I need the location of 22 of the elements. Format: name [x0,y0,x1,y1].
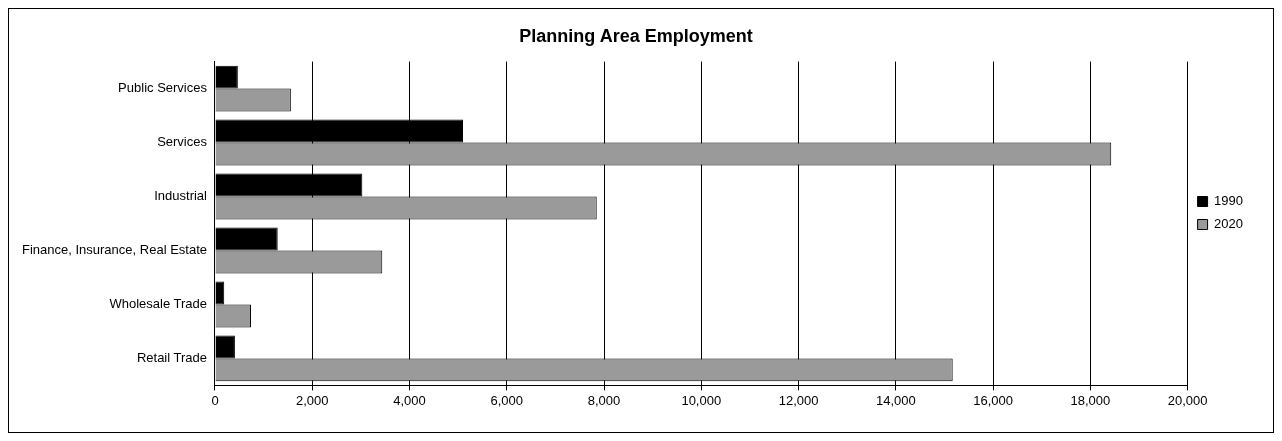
chart-title: Planning Area Employment [519,25,753,46]
y-tick-label: Services [157,134,208,150]
bar [215,335,235,359]
x-tick-label: 20,000 [1167,392,1208,408]
x-tick-label: 6,000 [490,392,524,408]
x-tick-label: 18,000 [1070,392,1111,408]
y-tick-label: Retail Trade [136,349,207,365]
y-tick-label: Finance, Insurance, Real Estate [21,242,207,258]
legend-label: 2020 [1214,216,1243,232]
x-tick-label: 14,000 [875,392,916,408]
x-tick-label: 0 [211,392,219,408]
y-tick-label: Industrial [154,188,208,204]
x-tick-label: 4,000 [393,392,426,408]
bar [215,227,278,251]
x-tick-label: 12,000 [778,392,819,408]
y-tick-label: Wholesale Trade [109,296,207,312]
x-tick-label: 8,000 [587,392,621,408]
x-tick-label: 10,000 [681,392,722,408]
x-tick-label: 2,000 [295,392,329,408]
y-tick-label: Public Services [118,80,208,96]
legend-label: 1990 [1214,193,1243,209]
x-tick-label: 16,000 [973,392,1013,408]
